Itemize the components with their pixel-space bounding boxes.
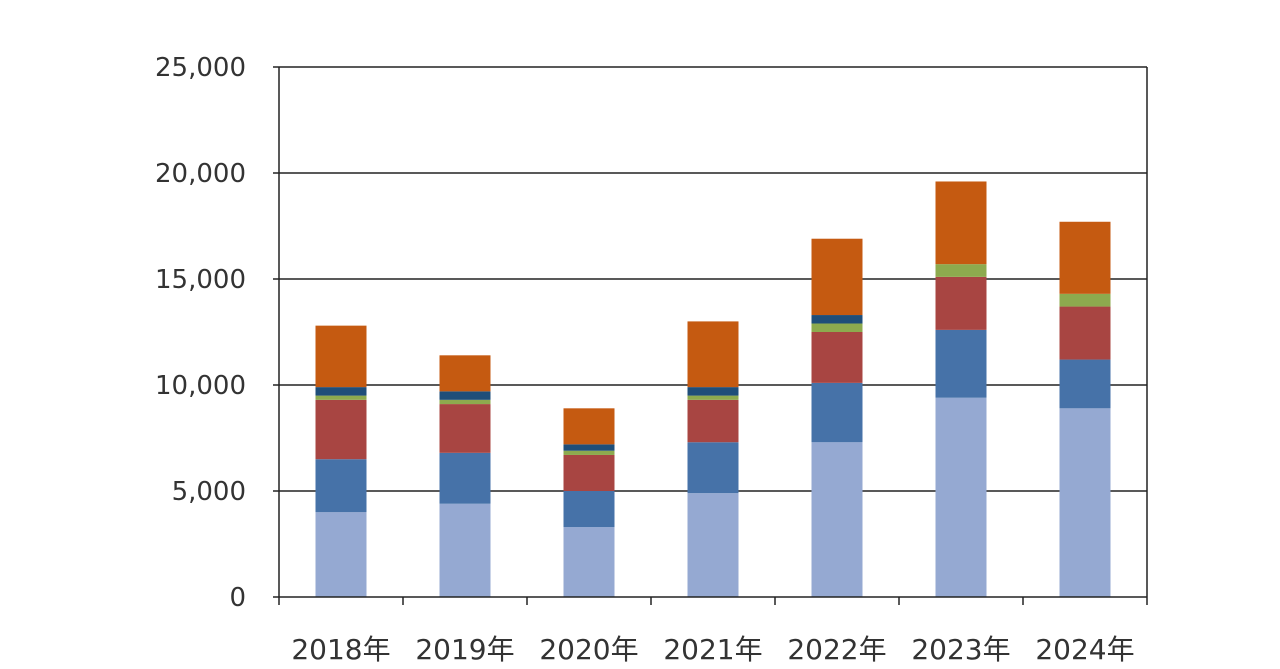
- axes: [273, 66, 1148, 605]
- bar-segment: [439, 452, 491, 504]
- bar-segment: [315, 387, 367, 396]
- bar-segment: [687, 442, 739, 494]
- bar-segment: [811, 442, 863, 597]
- bar-segment: [1059, 293, 1111, 307]
- y-tick-label: 5,000: [172, 477, 246, 507]
- bar-segment: [687, 395, 739, 400]
- bar-segment: [1059, 359, 1111, 409]
- x-tick-label: 2024年: [1035, 633, 1134, 666]
- x-tick-labels: 2018年 2019年 2020年 2021年 2022年 2023年 2024年: [291, 633, 1134, 666]
- bar-segment: [687, 387, 739, 396]
- bar-segment: [811, 382, 863, 443]
- bar-segment: [687, 321, 739, 388]
- bar-segment: [439, 399, 491, 405]
- x-tick-label: 2019年: [415, 633, 514, 666]
- bar-segment: [687, 399, 739, 443]
- bar-segment: [935, 264, 987, 277]
- bar-segment: [563, 491, 615, 528]
- bar-segment: [935, 397, 987, 597]
- x-tick-label: 2021年: [663, 633, 762, 666]
- bar-segment: [439, 355, 491, 392]
- bar-segment: [563, 454, 615, 491]
- x-tick-label: 2020年: [539, 633, 638, 666]
- bar-segment: [687, 493, 739, 597]
- bar-segment: [315, 325, 367, 388]
- bar-segment: [315, 459, 367, 513]
- bar-segment: [563, 450, 615, 455]
- bar-segment: [811, 332, 863, 383]
- y-tick-label: 20,000: [155, 159, 246, 189]
- bar-segment: [935, 329, 987, 398]
- bar-segment: [563, 408, 615, 445]
- bar-segment: [563, 527, 615, 597]
- x-tick-label: 2023年: [911, 633, 1010, 666]
- bar-segment: [811, 323, 863, 332]
- bar-segment: [1059, 221, 1111, 294]
- bar-segment: [315, 399, 367, 460]
- bar-segment: [439, 404, 491, 453]
- bar-segment: [935, 276, 987, 330]
- bar-segment: [563, 444, 615, 451]
- y-tick-label: 25,000: [155, 53, 246, 83]
- bar-segment: [315, 512, 367, 597]
- bar-segment: [935, 181, 987, 265]
- y-tick-label: 0: [229, 583, 246, 613]
- y-tick-labels: 0 5,000 10,000 15,000 20,000 25,000: [155, 53, 246, 613]
- y-tick-label: 10,000: [155, 371, 246, 401]
- bar-segment: [811, 315, 863, 324]
- bar-segment: [439, 391, 491, 400]
- gridlines: [279, 66, 1147, 492]
- bars: [315, 181, 1111, 597]
- bar-segment: [315, 395, 367, 400]
- bar-segment: [1059, 408, 1111, 597]
- x-tick-label: 2022年: [787, 633, 886, 666]
- y-tick-label: 15,000: [155, 265, 246, 295]
- bar-segment: [811, 238, 863, 316]
- bar-segment: [1059, 306, 1111, 360]
- x-tick-label: 2018年: [291, 633, 390, 666]
- bar-segment: [439, 503, 491, 597]
